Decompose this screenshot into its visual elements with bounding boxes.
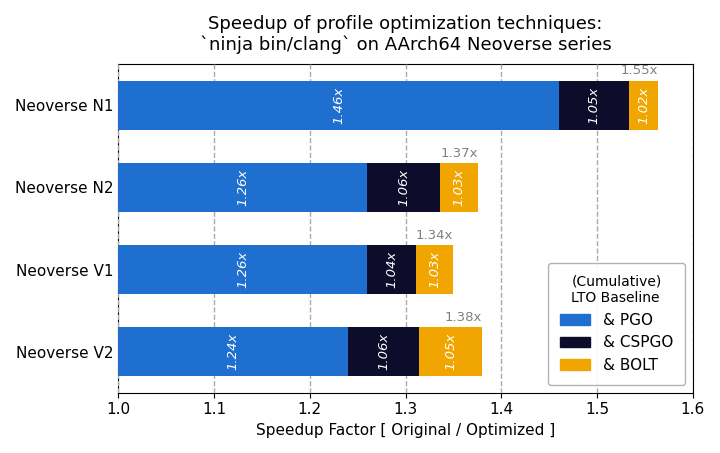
Text: 1.03x: 1.03x	[428, 251, 441, 288]
Text: 1.55x: 1.55x	[621, 64, 658, 77]
Bar	[118, 245, 367, 294]
Bar	[440, 163, 478, 212]
Text: 1.34x: 1.34x	[416, 229, 453, 241]
Bar	[415, 245, 453, 294]
Text: 1.38x: 1.38x	[445, 311, 482, 324]
Text: 1.24x: 1.24x	[227, 333, 240, 370]
Bar	[118, 327, 348, 376]
Text: 1.26x: 1.26x	[236, 251, 249, 288]
Bar	[629, 81, 658, 130]
Bar	[348, 327, 420, 376]
Text: 1.26x: 1.26x	[236, 169, 249, 206]
Bar	[367, 163, 440, 212]
Text: 1.03x: 1.03x	[452, 169, 465, 206]
Bar	[559, 81, 629, 130]
Text: 1.05x: 1.05x	[444, 333, 457, 370]
Text: 1.06x: 1.06x	[397, 169, 410, 206]
Text: 1.46x: 1.46x	[332, 87, 345, 124]
Title: Speedup of profile optimization techniques:
`ninja bin/clang` on AArch64 Neovers: Speedup of profile optimization techniqu…	[199, 15, 611, 54]
Legend: & PGO, & CSPGO, & BOLT: & PGO, & CSPGO, & BOLT	[548, 263, 685, 385]
Text: 1.02x: 1.02x	[637, 87, 650, 124]
Bar	[118, 81, 559, 130]
Bar	[367, 245, 415, 294]
X-axis label: Speedup Factor [ Original / Optimized ]: Speedup Factor [ Original / Optimized ]	[256, 423, 555, 438]
Text: 1.37x: 1.37x	[441, 146, 478, 159]
Text: 1.05x: 1.05x	[588, 87, 600, 124]
Bar	[118, 163, 367, 212]
Text: 1.04x: 1.04x	[385, 251, 398, 288]
Text: 1.06x: 1.06x	[377, 333, 390, 370]
Bar	[420, 327, 482, 376]
